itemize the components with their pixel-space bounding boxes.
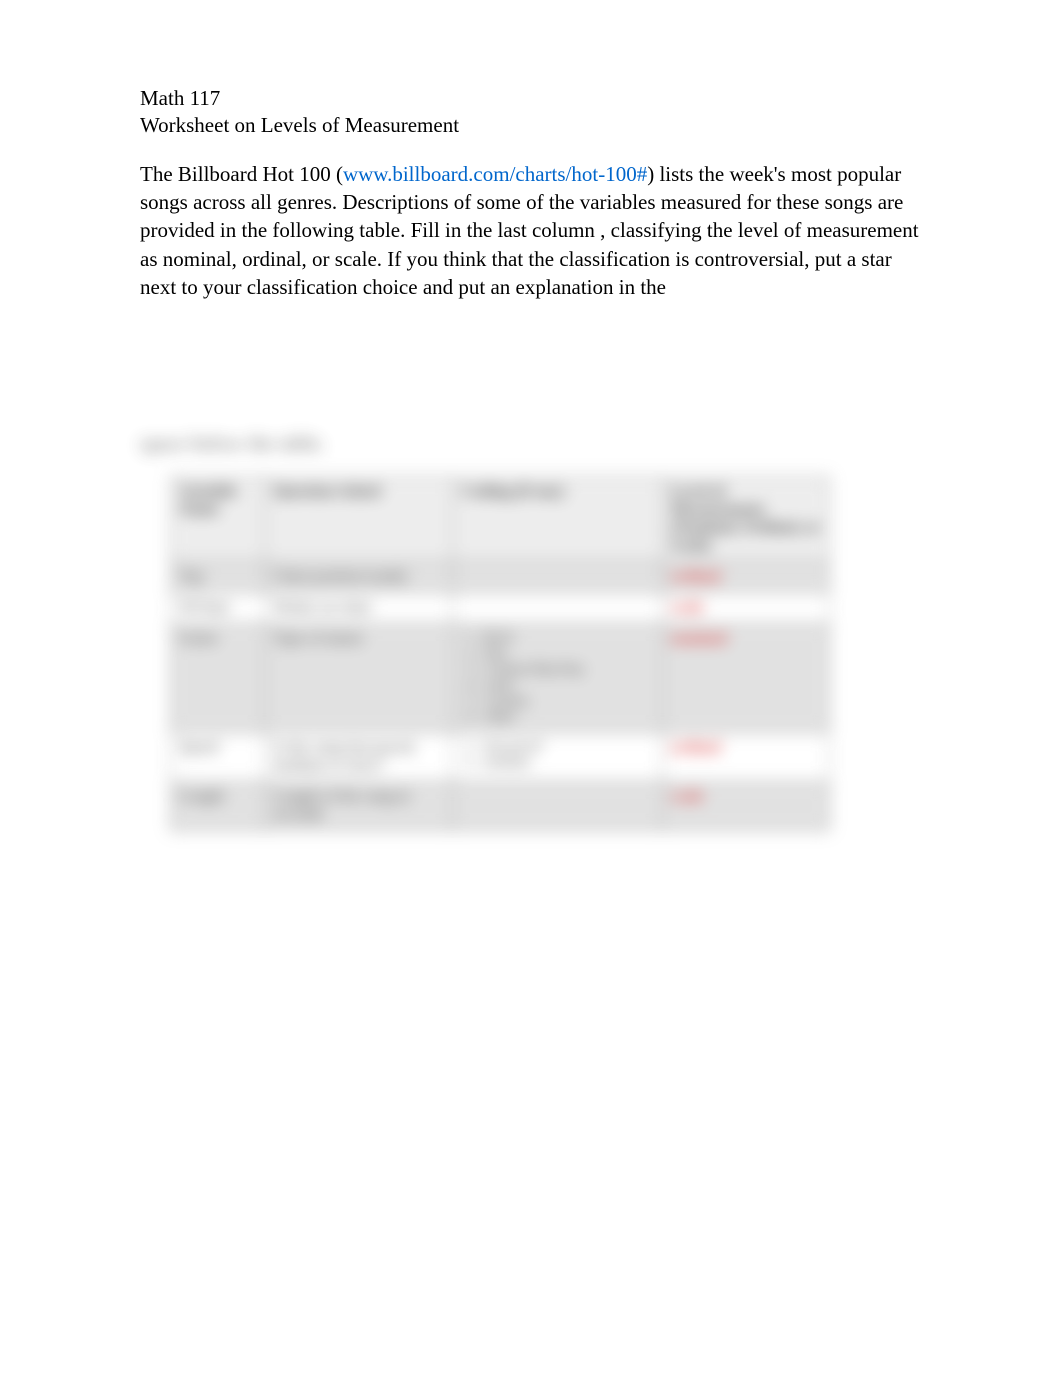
cell-level: ordinal [662,562,829,593]
billboard-link[interactable]: www.billboard.com/charts/hot-100# [343,162,647,186]
coding-item: 4 - Latin [465,678,653,694]
cell-question: Chart position (rank) [265,562,453,593]
cell-question: Weeks on chart [265,593,453,624]
cell-coding: 1 - fast-paced 2 - medium [453,733,662,782]
coding-item: 2 - medium [465,755,653,771]
variables-table: Variable Name Question Asked Coding (if … [170,476,830,831]
worksheet-title: Worksheet on Levels of Measurement [140,112,922,139]
header-coding: Coding (if any) [453,477,662,562]
table-row: Genre Type of music 1 - Rock 2 - Pop 3 -… [171,624,830,733]
coding-item: 5 - Country [465,694,653,710]
coding-item: 2 - Pop [465,646,653,662]
cell-variable: Top [171,562,265,593]
cell-coding [453,782,662,831]
table-body: Top Chart position (rank) ordinal WChart… [171,562,830,831]
coding-item: 6 - Other [465,710,653,726]
course-label: Math 117 [140,85,922,112]
space-below-text: space below the table. [140,431,922,456]
cell-variable: Genre [171,624,265,733]
cell-question: Is the song fast-paced, medium or slow? [265,733,453,782]
header-question: Question Asked [265,477,453,562]
cell-variable: Speed [171,733,265,782]
intro-text-1: The Billboard Hot 100 ( [140,162,343,186]
header-level: Level of Measurement (Nominal, Ordinal, … [662,477,829,562]
table-row: Top Chart position (rank) ordinal [171,562,830,593]
cell-coding [453,562,662,593]
document-page: Math 117 Worksheet on Levels of Measurem… [0,0,1062,831]
coding-item: 1 - fast-paced [465,739,653,755]
cell-level: ordinal [662,733,829,782]
coding-item: 3 - Country/Hip-Hop [465,662,653,678]
cell-question: Length of the song in seconds [265,782,453,831]
cell-level: nominal [662,624,829,733]
cell-level: scale [662,593,829,624]
header-variable: Variable Name [171,477,265,562]
coding-list: 1 - Rock 2 - Pop 3 - Country/Hip-Hop 4 -… [461,630,653,726]
cell-variable: Length [171,782,265,831]
cell-level: scale [662,782,829,831]
cell-coding [453,593,662,624]
blurred-content: space below the table. Variable Name Que… [140,431,922,831]
coding-list: 1 - fast-paced 2 - medium [461,739,653,771]
intro-paragraph: The Billboard Hot 100 (www.billboard.com… [140,160,922,302]
cell-coding: 1 - Rock 2 - Pop 3 - Country/Hip-Hop 4 -… [453,624,662,733]
table-row: WChart Weeks on chart scale [171,593,830,624]
coding-item: 1 - Rock [465,630,653,646]
table-header-row: Variable Name Question Asked Coding (if … [171,477,830,562]
cell-variable: WChart [171,593,265,624]
table-row: Length Length of the song in seconds sca… [171,782,830,831]
cell-question: Type of music [265,624,453,733]
table-row: Speed Is the song fast-paced, medium or … [171,733,830,782]
